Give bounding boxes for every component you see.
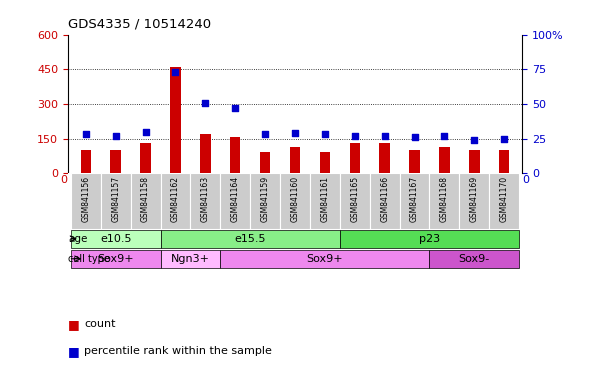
FancyBboxPatch shape [101, 173, 130, 229]
Point [500, 136, 509, 142]
Text: ■: ■ [68, 318, 80, 331]
Point [380, 133, 389, 139]
Point [231, 105, 240, 111]
Text: GSM841160: GSM841160 [290, 176, 300, 222]
FancyBboxPatch shape [160, 173, 191, 229]
Bar [499, 150, 509, 173]
FancyBboxPatch shape [160, 250, 220, 268]
Text: percentile rank within the sample: percentile rank within the sample [84, 346, 272, 356]
Point [350, 133, 359, 139]
FancyBboxPatch shape [280, 173, 310, 229]
Text: Sox9+: Sox9+ [97, 254, 134, 264]
Bar [379, 143, 390, 173]
Bar [320, 152, 330, 173]
FancyBboxPatch shape [160, 230, 340, 248]
Bar [171, 67, 181, 173]
FancyBboxPatch shape [340, 173, 370, 229]
Bar [230, 137, 241, 173]
FancyBboxPatch shape [220, 173, 250, 229]
Bar [349, 143, 360, 173]
Text: GSM841158: GSM841158 [141, 176, 150, 222]
Text: GDS4335 / 10514240: GDS4335 / 10514240 [68, 18, 211, 31]
Bar [409, 150, 419, 173]
Bar [200, 134, 211, 173]
Text: p23: p23 [419, 234, 440, 244]
FancyBboxPatch shape [71, 230, 160, 248]
Point [81, 131, 90, 137]
Text: GSM841170: GSM841170 [500, 176, 509, 222]
Point [111, 133, 120, 139]
Text: GSM841156: GSM841156 [81, 176, 90, 222]
Bar [469, 150, 480, 173]
Point [410, 134, 419, 140]
FancyBboxPatch shape [340, 230, 519, 248]
Text: cell type: cell type [68, 254, 110, 264]
Point [171, 69, 180, 75]
Text: age: age [68, 234, 88, 244]
Bar [81, 150, 91, 173]
Point [440, 133, 449, 139]
FancyBboxPatch shape [220, 250, 430, 268]
Text: e15.5: e15.5 [234, 234, 266, 244]
FancyBboxPatch shape [71, 173, 101, 229]
FancyBboxPatch shape [489, 173, 519, 229]
Text: GSM841168: GSM841168 [440, 176, 449, 222]
FancyBboxPatch shape [71, 250, 160, 268]
Bar [290, 147, 300, 173]
Text: GSM841159: GSM841159 [261, 176, 270, 222]
FancyBboxPatch shape [370, 173, 399, 229]
Text: 0: 0 [60, 175, 67, 185]
FancyBboxPatch shape [250, 173, 280, 229]
Point [141, 129, 150, 135]
Point [290, 130, 300, 136]
FancyBboxPatch shape [399, 173, 430, 229]
Text: e10.5: e10.5 [100, 234, 132, 244]
Bar [140, 143, 151, 173]
Text: GSM841166: GSM841166 [380, 176, 389, 222]
Text: GSM841167: GSM841167 [410, 176, 419, 222]
Text: count: count [84, 319, 116, 329]
FancyBboxPatch shape [430, 173, 460, 229]
Bar [260, 152, 270, 173]
FancyBboxPatch shape [130, 173, 160, 229]
Text: GSM841161: GSM841161 [320, 176, 329, 222]
Point [470, 137, 479, 143]
Text: GSM841157: GSM841157 [111, 176, 120, 222]
Text: 0: 0 [523, 175, 530, 185]
Text: GSM841162: GSM841162 [171, 176, 180, 222]
Bar [110, 150, 121, 173]
Bar [439, 147, 450, 173]
Text: GSM841164: GSM841164 [231, 176, 240, 222]
FancyBboxPatch shape [191, 173, 220, 229]
Point [320, 131, 330, 137]
Text: ■: ■ [68, 345, 80, 358]
Text: Sox9-: Sox9- [458, 254, 490, 264]
Text: GSM841163: GSM841163 [201, 176, 210, 222]
Point [260, 131, 270, 137]
FancyBboxPatch shape [460, 173, 489, 229]
Text: Ngn3+: Ngn3+ [171, 254, 210, 264]
FancyBboxPatch shape [430, 250, 519, 268]
Text: GSM841169: GSM841169 [470, 176, 479, 222]
FancyBboxPatch shape [310, 173, 340, 229]
Text: GSM841165: GSM841165 [350, 176, 359, 222]
Point [201, 99, 210, 106]
Text: Sox9+: Sox9+ [307, 254, 343, 264]
